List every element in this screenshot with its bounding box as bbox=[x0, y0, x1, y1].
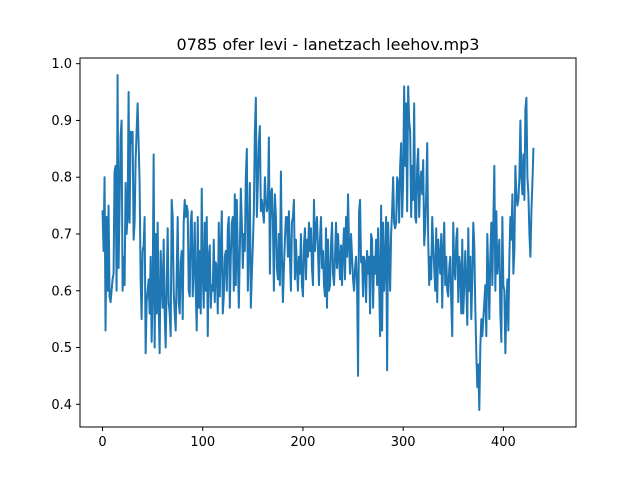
axes-frame bbox=[79, 57, 577, 428]
y-axis: 0.4 0.5 0.6 0.7 0.8 0.9 1.0 bbox=[51, 57, 80, 413]
x-tick-label: 300 bbox=[391, 435, 416, 450]
y-tick-label: 0.5 bbox=[51, 341, 72, 356]
chart-title: 0785 ofer levi - lanetzach leehov.mp3 bbox=[177, 35, 480, 54]
y-tick-label: 0.6 bbox=[51, 284, 72, 299]
y-tick-label: 0.8 bbox=[51, 171, 72, 186]
y-tick-label: 0.9 bbox=[51, 114, 72, 129]
x-tick-label: 0 bbox=[98, 435, 106, 450]
x-tick-label: 200 bbox=[291, 435, 316, 450]
y-tick-label: 0.7 bbox=[51, 227, 72, 242]
x-axis: 0 100 200 300 400 bbox=[98, 427, 516, 450]
series-line-0 bbox=[101, 74, 535, 411]
y-tick-label: 0.4 bbox=[51, 398, 72, 413]
y-tick-label: 1.0 bbox=[51, 57, 72, 72]
x-tick-label: 400 bbox=[491, 435, 516, 450]
plot-area bbox=[101, 74, 535, 411]
x-tick-label: 100 bbox=[190, 435, 215, 450]
